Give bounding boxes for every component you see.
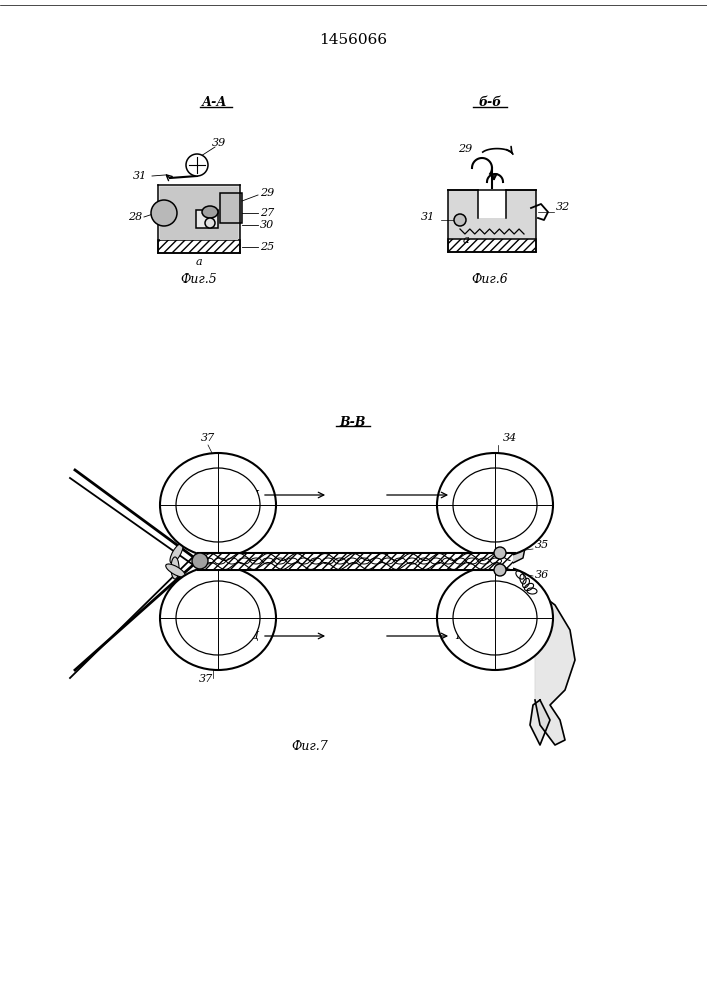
Text: Г: Г: [455, 631, 462, 641]
Ellipse shape: [202, 206, 218, 218]
Bar: [160, 187, 238, 240]
Text: 27: 27: [260, 208, 274, 218]
Polygon shape: [503, 543, 525, 563]
Bar: [448, 190, 536, 252]
Text: 36: 36: [535, 570, 549, 580]
Text: 31: 31: [133, 171, 147, 181]
Text: 37: 37: [201, 433, 215, 443]
Ellipse shape: [176, 581, 260, 655]
Text: 29: 29: [260, 188, 274, 198]
Circle shape: [205, 218, 215, 228]
Text: Фиг.7: Фиг.7: [291, 740, 328, 753]
Text: 30: 30: [260, 220, 274, 230]
Bar: [200, 554, 513, 569]
Ellipse shape: [170, 544, 183, 563]
Text: 31: 31: [421, 212, 435, 222]
Text: 29: 29: [458, 144, 472, 154]
Text: Фиг.5: Фиг.5: [180, 273, 217, 286]
Text: Фиг.6: Фиг.6: [472, 273, 508, 286]
Bar: [448, 239, 536, 252]
Circle shape: [494, 547, 506, 559]
Text: a: a: [463, 235, 469, 245]
Text: 25: 25: [260, 242, 274, 252]
Text: 28: 28: [128, 212, 142, 222]
Ellipse shape: [176, 468, 260, 542]
Bar: [220, 193, 242, 223]
Text: Д: Д: [249, 490, 258, 500]
Text: 37: 37: [199, 674, 213, 684]
Text: 35: 35: [535, 540, 549, 550]
Polygon shape: [530, 700, 550, 745]
Text: б-б: б-б: [479, 97, 502, 109]
Bar: [158, 186, 240, 252]
Ellipse shape: [437, 566, 553, 670]
Text: Г: Г: [455, 490, 462, 500]
Circle shape: [151, 200, 177, 226]
Ellipse shape: [171, 557, 179, 579]
Text: a: a: [196, 257, 202, 267]
Text: 39: 39: [212, 138, 226, 148]
Circle shape: [454, 214, 466, 226]
Text: Д: Д: [249, 631, 258, 641]
Text: А-А: А-А: [202, 97, 228, 109]
Bar: [478, 190, 506, 218]
Ellipse shape: [160, 453, 276, 557]
Text: 32: 32: [556, 202, 571, 212]
Ellipse shape: [165, 564, 185, 577]
Ellipse shape: [453, 581, 537, 655]
Text: 34: 34: [503, 433, 518, 443]
Ellipse shape: [453, 468, 537, 542]
Ellipse shape: [160, 566, 276, 670]
Bar: [158, 240, 240, 253]
Text: 1456066: 1456066: [319, 33, 387, 47]
Bar: [196, 210, 218, 228]
Circle shape: [186, 154, 208, 176]
Polygon shape: [535, 590, 575, 745]
Circle shape: [494, 564, 506, 576]
Text: В-В: В-В: [340, 416, 366, 428]
Circle shape: [192, 553, 208, 569]
Ellipse shape: [437, 453, 553, 557]
